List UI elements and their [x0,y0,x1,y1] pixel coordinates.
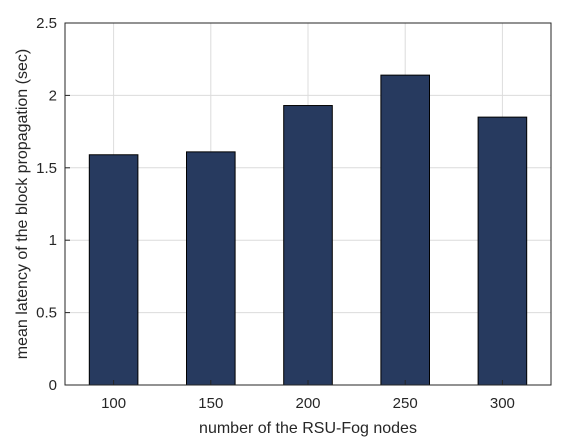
y-tick-label: 1 [49,232,57,249]
y-tick-label: 1.5 [36,160,57,177]
x-axis-label: number of the RSU-Fog nodes [199,420,417,437]
y-axis-label: mean latency of the block propagation (s… [14,49,31,359]
y-tick-label: 2 [49,87,57,104]
y-tick-label: 0 [49,377,57,394]
bar-100 [88,154,139,386]
bar-150 [186,151,236,386]
x-axis-ticks: 100 150 200 250 300 [101,380,515,412]
x-tick-label: 300 [490,395,515,412]
x-tick-label: 200 [295,395,320,412]
bars [88,74,528,386]
x-tick-label: 150 [198,395,223,412]
y-tick-label: 2.5 [36,15,57,32]
y-tick-label: 0.5 [36,305,57,322]
bar-300 [477,116,528,386]
x-tick-label: 100 [101,395,126,412]
bar-250 [380,74,430,386]
bar-200 [283,105,333,386]
y-axis-ticks: 0 0.5 1 1.5 2 2.5 [36,15,70,394]
x-tick-label: 250 [393,395,418,412]
